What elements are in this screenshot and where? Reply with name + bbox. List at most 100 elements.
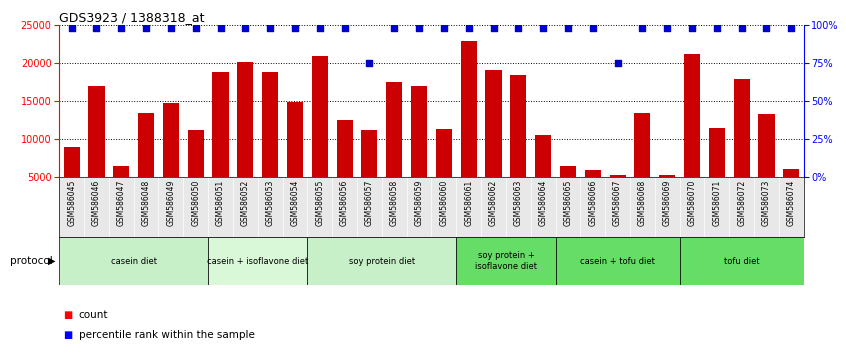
Point — [561, 25, 574, 31]
Point — [387, 25, 401, 31]
Bar — [411, 86, 427, 215]
Text: GSM586049: GSM586049 — [167, 180, 175, 227]
Text: ■: ■ — [63, 310, 73, 320]
Text: GSM586062: GSM586062 — [489, 180, 498, 226]
Point — [363, 60, 376, 66]
Text: GSM586050: GSM586050 — [191, 180, 201, 227]
Point — [164, 25, 178, 31]
Text: GSM586058: GSM586058 — [390, 180, 398, 226]
Point — [710, 25, 723, 31]
Bar — [486, 70, 502, 215]
Text: GSM586071: GSM586071 — [712, 180, 722, 226]
Point — [214, 25, 228, 31]
Bar — [88, 86, 105, 215]
Text: GSM586066: GSM586066 — [588, 180, 597, 227]
Point — [462, 25, 475, 31]
Bar — [59, 237, 208, 285]
Point — [288, 25, 302, 31]
Point — [189, 25, 202, 31]
Point — [140, 25, 153, 31]
Point — [661, 25, 674, 31]
Text: GSM586055: GSM586055 — [316, 180, 324, 227]
Point — [512, 25, 525, 31]
Text: GSM586054: GSM586054 — [290, 180, 299, 227]
Point — [437, 25, 451, 31]
Text: GSM586061: GSM586061 — [464, 180, 473, 226]
Text: GSM586065: GSM586065 — [563, 180, 573, 227]
Bar — [709, 127, 725, 215]
Bar — [138, 113, 154, 215]
Text: casein + tofu diet: casein + tofu diet — [580, 257, 655, 266]
Point — [263, 25, 277, 31]
Bar — [535, 135, 552, 215]
Text: GSM586074: GSM586074 — [787, 180, 796, 227]
Bar — [208, 237, 307, 285]
Point — [313, 25, 327, 31]
Bar — [386, 82, 403, 215]
Bar — [679, 237, 804, 285]
Text: casein diet: casein diet — [111, 257, 157, 266]
Text: soy protein diet: soy protein diet — [349, 257, 415, 266]
Point — [486, 25, 500, 31]
Text: GSM586070: GSM586070 — [688, 180, 696, 227]
Point — [635, 25, 649, 31]
Text: ▶: ▶ — [48, 256, 56, 266]
Bar — [287, 102, 303, 215]
Text: GSM586048: GSM586048 — [141, 180, 151, 226]
Point — [239, 25, 252, 31]
Text: ■: ■ — [63, 330, 73, 339]
Text: GSM586063: GSM586063 — [514, 180, 523, 227]
Text: GSM586056: GSM586056 — [340, 180, 349, 227]
Point — [114, 25, 128, 31]
Point — [760, 25, 773, 31]
Point — [90, 25, 103, 31]
Bar — [510, 75, 526, 215]
Text: protocol: protocol — [10, 256, 53, 266]
Bar — [585, 170, 601, 215]
Text: GSM586046: GSM586046 — [92, 180, 101, 227]
Point — [784, 25, 798, 31]
Bar — [634, 113, 651, 215]
Bar — [188, 130, 204, 215]
Bar — [237, 62, 254, 215]
Text: GSM586064: GSM586064 — [539, 180, 547, 227]
Bar — [212, 72, 228, 215]
Point — [412, 25, 426, 31]
Point — [536, 25, 550, 31]
Text: soy protein +
isoflavone diet: soy protein + isoflavone diet — [475, 251, 537, 271]
Text: GSM586072: GSM586072 — [737, 180, 746, 226]
Text: GSM586073: GSM586073 — [762, 180, 771, 227]
Bar — [659, 176, 675, 215]
Text: GSM586067: GSM586067 — [613, 180, 622, 227]
Point — [685, 25, 699, 31]
Point — [65, 25, 79, 31]
Text: GSM586057: GSM586057 — [365, 180, 374, 227]
Bar — [307, 237, 456, 285]
Bar — [361, 130, 377, 215]
Text: casein + isoflavone diet: casein + isoflavone diet — [207, 257, 309, 266]
Bar — [560, 166, 576, 215]
Bar — [337, 120, 353, 215]
Bar — [436, 129, 452, 215]
Bar — [311, 56, 328, 215]
Bar — [262, 72, 278, 215]
Point — [735, 25, 749, 31]
Text: GSM586068: GSM586068 — [638, 180, 647, 226]
Text: percentile rank within the sample: percentile rank within the sample — [79, 330, 255, 339]
Text: GSM586060: GSM586060 — [439, 180, 448, 227]
Point — [611, 60, 624, 66]
Text: GSM586047: GSM586047 — [117, 180, 126, 227]
Text: tofu diet: tofu diet — [724, 257, 760, 266]
Text: GSM586053: GSM586053 — [266, 180, 275, 227]
Bar — [758, 114, 775, 215]
Bar — [456, 237, 556, 285]
Bar — [783, 170, 799, 215]
Bar — [113, 166, 129, 215]
Bar — [162, 103, 179, 215]
Bar — [556, 237, 679, 285]
Text: GSM586051: GSM586051 — [216, 180, 225, 226]
Bar — [63, 147, 80, 215]
Text: GSM586045: GSM586045 — [67, 180, 76, 227]
Text: GSM586069: GSM586069 — [662, 180, 672, 227]
Point — [586, 25, 600, 31]
